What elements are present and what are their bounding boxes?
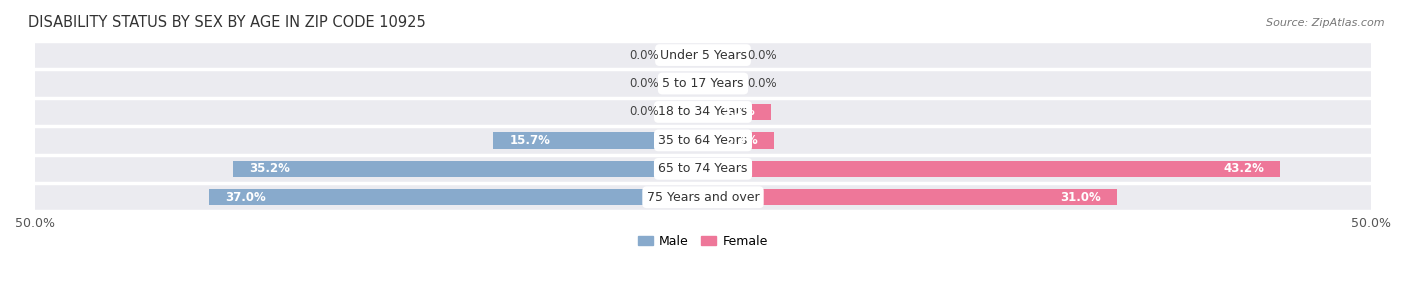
- Bar: [35, 183, 1371, 212]
- Text: 35 to 64 Years: 35 to 64 Years: [658, 134, 748, 147]
- Text: 37.0%: 37.0%: [225, 191, 266, 204]
- Bar: [703, 161, 1279, 177]
- Text: 5.1%: 5.1%: [723, 105, 755, 119]
- Text: 5 to 17 Years: 5 to 17 Years: [662, 77, 744, 90]
- Bar: [208, 189, 703, 206]
- Text: 0.0%: 0.0%: [630, 77, 659, 90]
- Text: 18 to 34 Years: 18 to 34 Years: [658, 105, 748, 119]
- Text: Under 5 Years: Under 5 Years: [659, 49, 747, 62]
- Bar: [669, 104, 703, 120]
- Bar: [35, 155, 1371, 183]
- Bar: [669, 47, 703, 63]
- Text: 65 to 74 Years: 65 to 74 Years: [658, 162, 748, 175]
- Bar: [35, 98, 1371, 126]
- Bar: [669, 75, 703, 92]
- Text: DISABILITY STATUS BY SEX BY AGE IN ZIP CODE 10925: DISABILITY STATUS BY SEX BY AGE IN ZIP C…: [28, 15, 426, 30]
- Bar: [35, 41, 1371, 69]
- Bar: [233, 161, 703, 177]
- Bar: [703, 132, 773, 149]
- Text: 5.3%: 5.3%: [725, 134, 758, 147]
- Text: 0.0%: 0.0%: [630, 49, 659, 62]
- Text: 0.0%: 0.0%: [747, 49, 776, 62]
- Bar: [703, 75, 737, 92]
- Text: 0.0%: 0.0%: [630, 105, 659, 119]
- Bar: [494, 132, 703, 149]
- Legend: Male, Female: Male, Female: [633, 230, 773, 253]
- Bar: [703, 189, 1118, 206]
- Bar: [703, 104, 770, 120]
- Bar: [35, 69, 1371, 98]
- Text: 15.7%: 15.7%: [509, 134, 550, 147]
- Text: 35.2%: 35.2%: [249, 162, 290, 175]
- Bar: [35, 126, 1371, 155]
- Text: 0.0%: 0.0%: [747, 77, 776, 90]
- Text: Source: ZipAtlas.com: Source: ZipAtlas.com: [1267, 18, 1385, 28]
- Text: 43.2%: 43.2%: [1223, 162, 1264, 175]
- Text: 31.0%: 31.0%: [1060, 191, 1101, 204]
- Bar: [703, 47, 737, 63]
- Text: 75 Years and over: 75 Years and over: [647, 191, 759, 204]
